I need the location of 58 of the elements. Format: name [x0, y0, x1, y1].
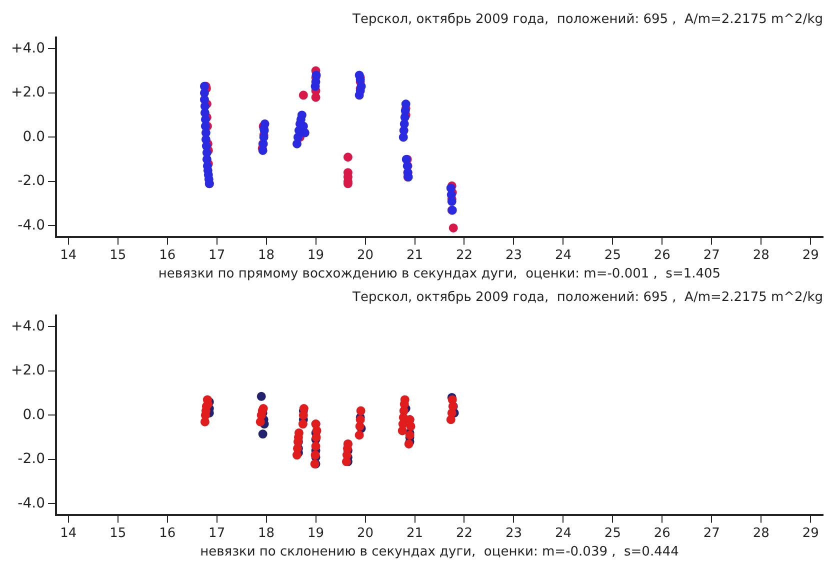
x-tick-label: 19: [308, 526, 324, 541]
chart-title: Терскол, октябрь 2009 года, положений: 695 , A/m=2.2175 m^2/kg: [352, 12, 823, 28]
point: [354, 430, 364, 440]
x-tick-label: 25: [604, 526, 621, 541]
x-tick-label: 15: [110, 526, 126, 541]
x-tick-label: 25: [604, 248, 621, 263]
x-tick-label: 20: [357, 248, 374, 263]
x-tick-label: 26: [654, 248, 670, 263]
x-axis-title: невязки по прямому восхождению в секундах дуги, оценки: m=-0.001 , s=1.405: [158, 266, 721, 282]
x-tick-label: 24: [554, 248, 572, 263]
x-tick-label: 19: [308, 248, 324, 263]
x-tick-label: 18: [258, 248, 275, 263]
y-tick-label: +4.0: [10, 318, 45, 334]
y-tick-label: 0.0: [22, 406, 45, 423]
y-tick-label: -4.0: [18, 217, 45, 234]
point: [448, 395, 457, 404]
x-tick-label: 29: [802, 248, 819, 263]
x-tick-label: 22: [456, 248, 473, 263]
x-tick-label: 26: [654, 526, 670, 541]
x-tick-label: 17: [208, 526, 226, 541]
x-tick-label: 28: [752, 248, 770, 263]
x-tick-label: 28: [752, 526, 770, 541]
point: [258, 430, 268, 439]
x-tick-label: 18: [258, 526, 275, 541]
point: [401, 100, 410, 108]
x-tick-label: 27: [703, 526, 720, 541]
point: [300, 128, 310, 138]
point: [298, 90, 308, 100]
x-tick-label: 21: [406, 526, 424, 541]
x-tick-label: 21: [406, 248, 424, 263]
x-axis-title: невязки по склонению в секундах дуги, оценки: m=-0.039 , s=0.444: [200, 544, 679, 560]
x-tick-label: 15: [110, 248, 126, 263]
chart-title: Терскол, октябрь 2009 года, положений: 695 , A/m=2.2175 m^2/kg: [352, 290, 823, 306]
y-tick-label: -2.0: [18, 451, 45, 468]
point: [298, 420, 308, 429]
x-tick-label: 14: [60, 526, 77, 541]
x-tick-label: 17: [208, 248, 226, 263]
x-tick-label: 23: [505, 248, 522, 263]
y-tick-label: +2.0: [10, 362, 45, 379]
x-tick-label: 24: [554, 526, 572, 541]
y-tick-label: +2.0: [10, 84, 45, 101]
y-tick-label: +4.0: [10, 40, 45, 56]
point: [448, 223, 458, 232]
x-tick-label: 16: [159, 248, 176, 263]
point: [311, 442, 320, 451]
point: [356, 406, 366, 416]
x-tick-label: 22: [456, 526, 473, 541]
x-tick-label: 20: [357, 526, 374, 541]
y-tick-label: -4.0: [18, 495, 45, 512]
y-tick-label: 0.0: [22, 128, 45, 145]
x-tick-label: 27: [703, 248, 720, 263]
point: [256, 392, 266, 401]
x-tick-label: 23: [505, 526, 522, 541]
x-tick-label: 16: [159, 526, 176, 541]
y-tick-label: -2.0: [18, 173, 45, 190]
x-tick-label: 29: [802, 526, 819, 541]
x-tick-label: 14: [60, 248, 77, 263]
point: [343, 152, 352, 162]
